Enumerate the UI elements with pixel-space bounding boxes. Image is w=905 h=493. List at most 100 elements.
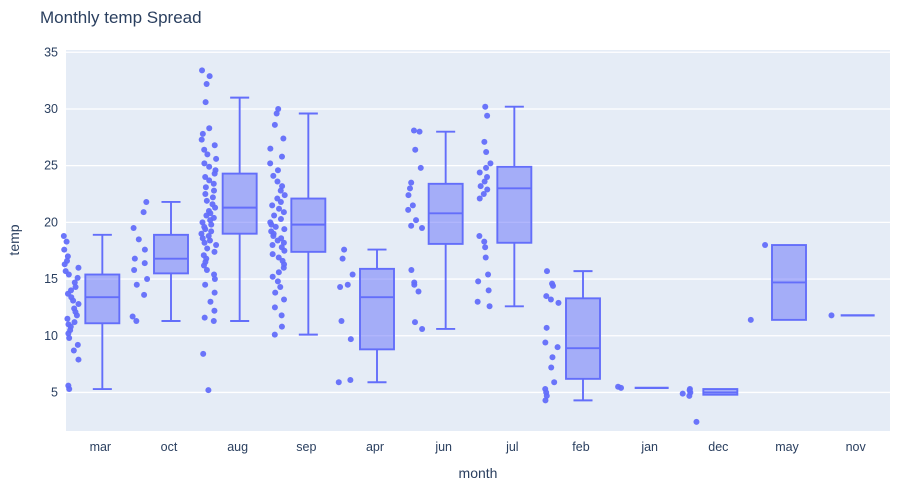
data-point-jul — [481, 178, 488, 185]
box-group-jan[interactable] — [615, 383, 669, 391]
data-point-jul — [485, 271, 492, 278]
data-point-mar — [72, 283, 79, 290]
data-point-apr — [339, 255, 346, 262]
box-apr — [359, 267, 395, 351]
data-point-mar — [70, 297, 77, 304]
data-point-oct — [144, 276, 151, 283]
x-tick-label-may: may — [775, 440, 799, 454]
data-point-mar — [63, 238, 70, 245]
data-point-sep — [277, 283, 284, 290]
data-point-sep — [270, 232, 277, 239]
data-point-sep — [276, 205, 283, 212]
data-point-jul — [480, 191, 487, 198]
data-point-oct — [131, 266, 138, 273]
x-tick-label-mar: mar — [90, 440, 112, 454]
x-tick-label-jul: jul — [505, 440, 519, 454]
box-group-nov[interactable] — [828, 312, 875, 319]
x-tick-label-nov: nov — [846, 440, 867, 454]
data-point-mar — [60, 232, 67, 239]
data-point-feb — [549, 282, 556, 289]
data-point-sep — [274, 278, 281, 285]
data-point-mar — [66, 335, 73, 342]
data-point-jul — [474, 298, 481, 305]
data-point-aug — [202, 174, 209, 180]
y-tick-label-10: 10 — [44, 329, 58, 343]
data-point-sep — [271, 121, 278, 128]
data-point-sep — [269, 251, 276, 258]
data-point-jun — [415, 288, 422, 295]
data-point-aug — [211, 142, 218, 149]
plot-background — [66, 50, 890, 431]
data-point-dec — [686, 392, 693, 399]
data-point-jul — [484, 112, 491, 119]
data-point-mar — [66, 386, 73, 393]
box-group-jul[interactable] — [474, 103, 533, 310]
data-point-sep — [275, 269, 282, 276]
data-point-sep — [281, 192, 288, 199]
chart-title: Monthly temp Spread — [40, 8, 202, 27]
data-point-sep — [275, 254, 282, 261]
data-point-aug — [211, 276, 218, 283]
data-point-sep — [278, 312, 285, 319]
data-point-feb — [543, 392, 550, 399]
data-point-mar — [75, 301, 82, 307]
data-point-aug — [200, 262, 207, 269]
box-group-aug[interactable] — [198, 67, 258, 394]
box-group-feb[interactable] — [542, 268, 601, 404]
data-point-aug — [202, 281, 209, 288]
data-point-aug — [204, 151, 211, 158]
data-point-sep — [281, 247, 288, 254]
x-tick-label-dec: dec — [708, 440, 728, 454]
data-point-aug — [208, 228, 215, 235]
data-point-apr — [344, 281, 351, 288]
data-point-aug — [210, 180, 217, 187]
data-point-sep — [269, 273, 276, 280]
box-mar — [84, 273, 121, 325]
data-point-mar — [64, 253, 71, 260]
data-point-aug — [202, 99, 209, 106]
data-point-aug — [207, 298, 214, 305]
box-group-apr[interactable] — [335, 246, 395, 386]
data-point-aug — [201, 160, 208, 167]
data-point-oct — [141, 260, 148, 267]
data-point-jul — [482, 244, 489, 251]
data-point-sep — [274, 237, 281, 244]
data-point-jun — [419, 325, 426, 332]
data-point-feb — [551, 379, 558, 386]
data-point-jun — [405, 206, 412, 213]
box-group-jun[interactable] — [405, 127, 464, 332]
data-point-sep — [271, 212, 278, 219]
data-point-mar — [71, 279, 78, 286]
data-point-oct — [140, 209, 147, 216]
data-point-jun — [405, 192, 412, 199]
x-tick-label-jan: jan — [640, 440, 658, 454]
data-point-jun — [410, 127, 417, 134]
data-point-jun — [416, 128, 423, 135]
data-point-feb — [554, 344, 561, 351]
data-point-aug — [205, 232, 212, 239]
data-point-sep — [277, 215, 284, 222]
data-point-jun — [409, 202, 416, 209]
box-jul — [496, 165, 533, 244]
data-point-jul — [487, 160, 494, 167]
data-point-sep — [281, 226, 288, 233]
data-point-dec — [693, 418, 700, 425]
data-point-oct — [133, 281, 140, 288]
data-point-sep — [280, 239, 287, 246]
box-oct — [153, 233, 189, 275]
data-point-oct — [143, 198, 150, 205]
data-point-jul — [481, 138, 488, 145]
box-group-mar[interactable] — [60, 232, 121, 393]
box-group-dec[interactable] — [679, 386, 739, 425]
data-point-mar — [61, 246, 68, 253]
box-group-may[interactable] — [747, 242, 807, 323]
box-group-oct[interactable] — [129, 198, 189, 325]
box-aug — [221, 172, 258, 235]
data-point-may — [747, 316, 754, 323]
box-group-sep[interactable] — [267, 105, 327, 338]
data-point-jun — [417, 164, 424, 171]
data-point-sep — [278, 323, 285, 330]
data-point-sep — [267, 160, 274, 167]
